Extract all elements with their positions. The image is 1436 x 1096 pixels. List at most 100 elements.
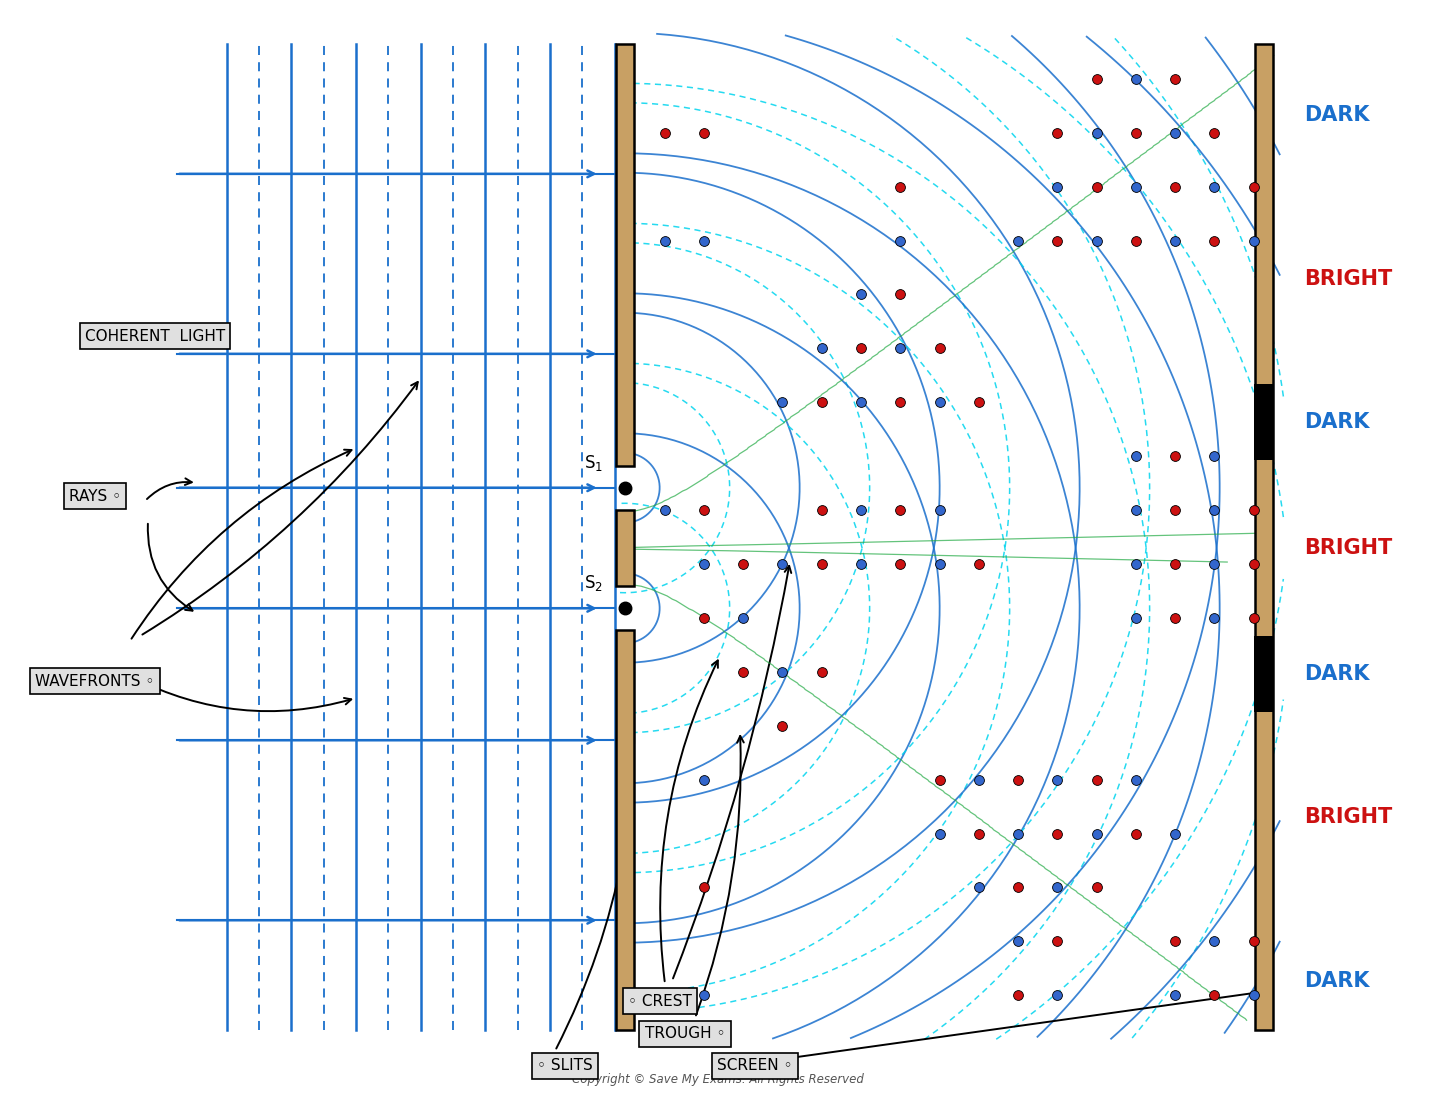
Point xyxy=(1124,501,1147,518)
Point xyxy=(810,501,833,518)
Text: ◦ CREST: ◦ CREST xyxy=(628,993,692,1008)
Point xyxy=(810,393,833,411)
Point xyxy=(889,286,912,304)
Point xyxy=(1124,556,1147,573)
Point xyxy=(1007,231,1030,249)
Text: Copyright © Save My Exams. All Rights Reserved: Copyright © Save My Exams. All Rights Re… xyxy=(572,1073,864,1086)
Point xyxy=(1203,933,1226,950)
FancyBboxPatch shape xyxy=(1254,636,1274,712)
FancyBboxPatch shape xyxy=(616,44,633,466)
Point xyxy=(1045,178,1068,195)
Text: DARK: DARK xyxy=(1304,664,1369,684)
Point xyxy=(1124,447,1147,465)
Point xyxy=(928,556,951,573)
Text: DARK: DARK xyxy=(1304,105,1369,125)
Point xyxy=(1086,770,1109,788)
FancyBboxPatch shape xyxy=(616,510,633,586)
Point xyxy=(732,556,755,573)
Point xyxy=(1203,231,1226,249)
Point xyxy=(850,393,873,411)
Point xyxy=(692,986,715,1004)
Text: WAVEFRONTS ◦: WAVEFRONTS ◦ xyxy=(36,674,155,688)
FancyBboxPatch shape xyxy=(1255,44,1272,1030)
Point xyxy=(1242,986,1265,1004)
Point xyxy=(1124,825,1147,843)
Text: BRIGHT: BRIGHT xyxy=(1304,807,1391,826)
Point xyxy=(1242,178,1265,195)
Text: COHERENT  LIGHT: COHERENT LIGHT xyxy=(85,329,225,343)
Point xyxy=(968,825,991,843)
Point xyxy=(1203,609,1226,627)
Point xyxy=(1203,556,1226,573)
Point xyxy=(1242,501,1265,518)
Point xyxy=(1045,879,1068,897)
Point xyxy=(692,609,715,627)
Point xyxy=(810,340,833,357)
Point xyxy=(1203,178,1226,195)
Point xyxy=(732,609,755,627)
Point xyxy=(810,556,833,573)
Point xyxy=(771,663,794,681)
Point xyxy=(653,501,676,518)
Point xyxy=(1045,986,1068,1004)
Point xyxy=(928,770,951,788)
Point xyxy=(1086,178,1109,195)
Point xyxy=(1124,178,1147,195)
Point xyxy=(889,340,912,357)
Point xyxy=(692,501,715,518)
FancyBboxPatch shape xyxy=(1254,384,1274,460)
Point xyxy=(1086,231,1109,249)
Point xyxy=(1163,231,1186,249)
Text: TROUGH ◦: TROUGH ◦ xyxy=(645,1027,725,1041)
Point xyxy=(1163,825,1186,843)
Text: SCREEN ◦: SCREEN ◦ xyxy=(717,1059,793,1073)
Point xyxy=(1242,609,1265,627)
Point xyxy=(1203,124,1226,141)
Point xyxy=(1163,447,1186,465)
Text: DARK: DARK xyxy=(1304,412,1369,432)
Point xyxy=(1007,879,1030,897)
Text: S$_1$: S$_1$ xyxy=(583,453,603,472)
Point xyxy=(1242,231,1265,249)
Point xyxy=(1007,825,1030,843)
Point xyxy=(1242,556,1265,573)
Point xyxy=(1086,825,1109,843)
Point xyxy=(653,231,676,249)
Point xyxy=(889,501,912,518)
Point xyxy=(1163,124,1186,141)
Point xyxy=(850,286,873,304)
Point xyxy=(928,393,951,411)
Point xyxy=(889,393,912,411)
Point xyxy=(771,556,794,573)
Point xyxy=(1045,933,1068,950)
Point xyxy=(968,770,991,788)
Text: BRIGHT: BRIGHT xyxy=(1304,270,1391,289)
Point xyxy=(1242,933,1265,950)
Point xyxy=(889,556,912,573)
Point xyxy=(771,717,794,734)
Point xyxy=(771,393,794,411)
Point xyxy=(850,501,873,518)
Text: ◦ SLITS: ◦ SLITS xyxy=(537,1059,593,1073)
Point xyxy=(692,124,715,141)
Point xyxy=(889,231,912,249)
Point xyxy=(850,340,873,357)
Text: BRIGHT: BRIGHT xyxy=(1304,538,1391,558)
Text: S$_2$: S$_2$ xyxy=(583,573,603,593)
Point xyxy=(1163,178,1186,195)
Point xyxy=(653,124,676,141)
FancyBboxPatch shape xyxy=(616,630,633,1030)
Point xyxy=(1124,70,1147,88)
Point xyxy=(1045,124,1068,141)
Point xyxy=(968,879,991,897)
Point xyxy=(1124,770,1147,788)
Point xyxy=(1163,556,1186,573)
Point xyxy=(850,556,873,573)
Point xyxy=(1124,231,1147,249)
Text: RAYS ◦: RAYS ◦ xyxy=(69,489,121,503)
Point xyxy=(1045,770,1068,788)
Point xyxy=(1163,933,1186,950)
Point xyxy=(1007,770,1030,788)
Point xyxy=(1007,933,1030,950)
Point xyxy=(1203,501,1226,518)
